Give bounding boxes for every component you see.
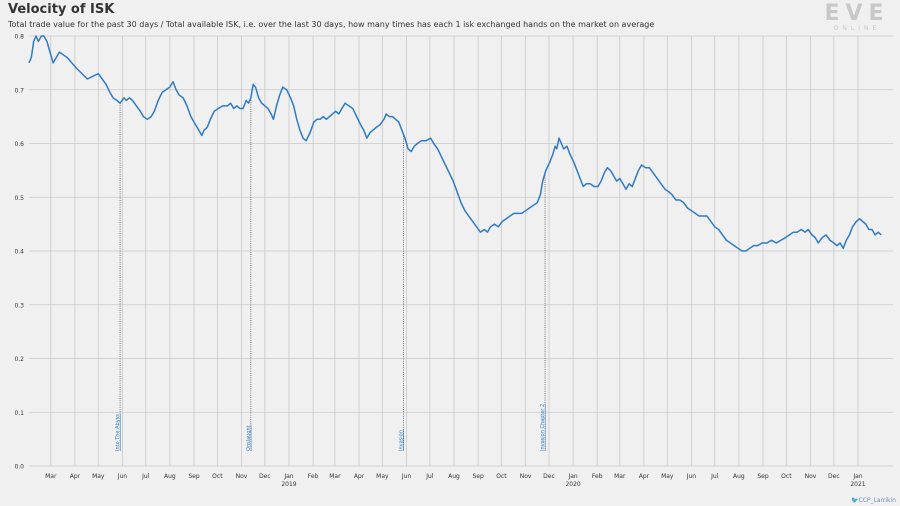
- author-credit: 🐦CCP_Larrikin: [851, 497, 896, 504]
- x-tick-label: Apr: [70, 473, 81, 480]
- y-tick-label: 0.8: [14, 34, 24, 41]
- x-tick-label: Sep: [472, 473, 484, 480]
- x-tick-label: Aug: [448, 473, 460, 480]
- chart-grid: [29, 35, 893, 467]
- x-tick-label: Oct: [496, 473, 507, 480]
- x-tick-label: Jul: [141, 473, 150, 480]
- x-year-label: 2021: [850, 481, 865, 488]
- x-tick-label: May: [661, 473, 674, 480]
- x-tick-label: May: [92, 473, 105, 480]
- x-tick-label: Jul: [710, 473, 719, 480]
- x-tick-label: Dec: [543, 473, 555, 480]
- x-tick-label: Jun: [117, 473, 128, 480]
- y-tick-label: 0.3: [14, 302, 24, 309]
- x-tick-label: Dec: [259, 473, 271, 480]
- x-tick-label: Nov: [805, 473, 817, 480]
- x-year-label: 2019: [281, 481, 296, 488]
- chart-series: [28, 35, 882, 252]
- release-marker-label: Invasion Chapter 2: [540, 404, 546, 451]
- chart-subtitle: Total trade value for the past 30 days /…: [8, 20, 655, 29]
- x-tick-label: Mar: [614, 473, 626, 480]
- x-tick-label: Jul: [425, 473, 434, 480]
- x-tick-label: Feb: [308, 473, 319, 480]
- release-marker-label: Into The Abyss: [115, 414, 121, 451]
- twitter-icon: 🐦: [851, 497, 859, 504]
- y-tick-label: 0.5: [14, 195, 24, 202]
- x-tick-label: Jun: [686, 473, 697, 480]
- x-tick-label: Oct: [781, 473, 792, 480]
- x-tick-label: Mar: [329, 473, 341, 480]
- author-handle: CCP_Larrikin: [858, 497, 896, 504]
- x-tick-label: Nov: [236, 473, 248, 480]
- eve-online-logo: EVE ONLINE: [820, 3, 894, 33]
- y-tick-label: 0.4: [14, 249, 24, 256]
- y-tick-label: 0.2: [14, 356, 24, 363]
- x-tick-label: Apr: [354, 473, 365, 480]
- release-marker-label: Invasion: [398, 430, 404, 451]
- x-tick-label: Jun: [401, 473, 412, 480]
- velocity-series-line: [28, 35, 882, 252]
- x-tick-label: Nov: [520, 473, 532, 480]
- y-tick-label: 0.6: [14, 141, 24, 148]
- chart-title: Velocity of ISK: [8, 2, 115, 17]
- x-tick-label: May: [376, 473, 389, 480]
- chart-annotations: Into The Abyss Onslaught Invasion Invasion …: [115, 97, 546, 451]
- y-tick-label: 0.1: [14, 410, 24, 417]
- logo-wordmark: EVE: [824, 1, 890, 26]
- logo-subtitle: ONLINE: [833, 25, 881, 32]
- y-tick-label: 0.0: [14, 464, 24, 471]
- x-tick-label: Oct: [212, 473, 223, 480]
- x-tick-label: Feb: [592, 473, 603, 480]
- x-tick-label: Dec: [828, 473, 840, 480]
- x-tick-label: Jan: [567, 473, 577, 480]
- x-axis: Mar Apr May Jun Jul Aug Sep Oct Nov Dec Jan2019Feb…: [45, 473, 866, 488]
- x-tick-label: Sep: [757, 473, 769, 480]
- x-tick-label: Jan: [283, 473, 293, 480]
- y-tick-label: 0.7: [14, 87, 24, 94]
- x-tick-label: Apr: [639, 473, 650, 480]
- x-tick-label: Jan: [852, 473, 862, 480]
- x-tick-label: Aug: [733, 473, 745, 480]
- x-tick-label: Sep: [188, 473, 200, 480]
- x-tick-label: Mar: [45, 473, 57, 480]
- y-axis: 0.0 0.1 0.2 0.3 0.4 0.5 0.6 0.7 0.8: [14, 34, 24, 471]
- x-tick-label: Aug: [164, 473, 176, 480]
- x-year-label: 2020: [565, 481, 580, 488]
- release-marker-label: Onslaught: [246, 425, 252, 451]
